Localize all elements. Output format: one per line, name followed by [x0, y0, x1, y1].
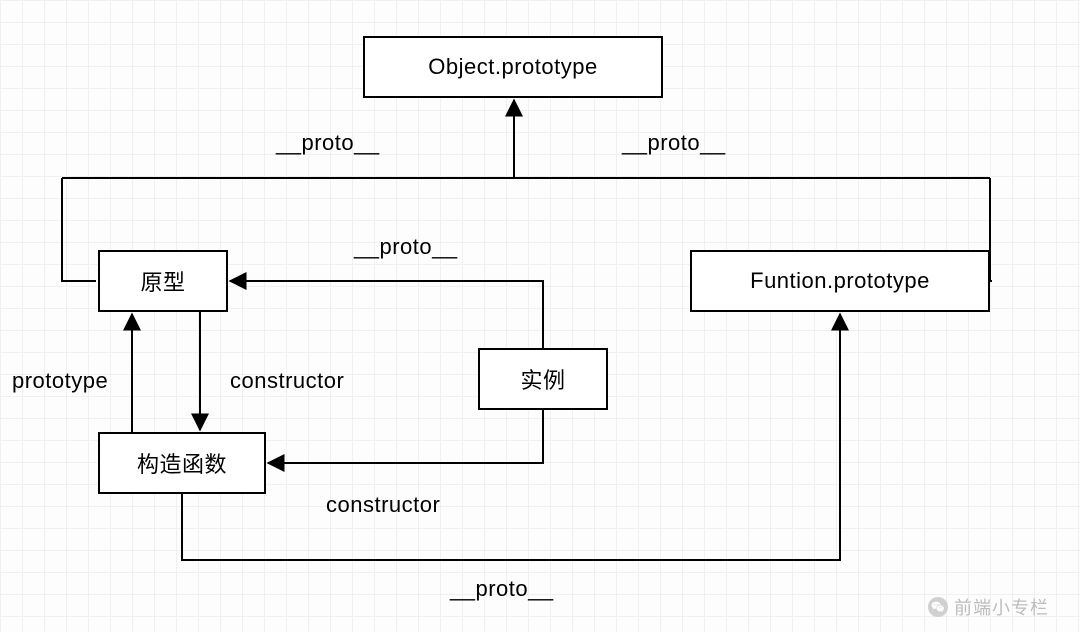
edge-label-proto-mid: __proto__ — [354, 234, 458, 260]
node-label: Funtion.prototype — [750, 268, 930, 294]
edge-instance-to-prototype — [230, 281, 543, 348]
edge-instance-to-constructor — [268, 410, 543, 463]
node-constructor-fn: 构造函数 — [98, 432, 266, 494]
edge-label-proto-right: __proto__ — [622, 130, 726, 156]
node-instance: 实例 — [478, 348, 608, 410]
node-object-prototype: Object.prototype — [363, 36, 663, 98]
edge-prototype-to-bus — [62, 178, 96, 281]
node-label: 构造函数 — [137, 447, 227, 479]
edge-label-constructor-2: constructor — [326, 492, 440, 518]
edge-label-proto-bottom: __proto__ — [450, 576, 554, 602]
watermark-text: 前端小专栏 — [954, 594, 1049, 620]
edge-label-proto-left: __proto__ — [276, 130, 380, 156]
watermark: 前端小专栏 — [928, 594, 1049, 620]
node-prototype: 原型 — [98, 250, 228, 312]
edge-label-prototype: prototype — [12, 368, 108, 394]
edge-function-prototype-to-bus — [990, 178, 992, 281]
edge-label-constructor-1: constructor — [230, 368, 344, 394]
node-label: 实例 — [520, 363, 565, 395]
node-label: Object.prototype — [428, 54, 597, 80]
node-function-prototype: Funtion.prototype — [690, 250, 990, 312]
wechat-icon — [928, 597, 948, 617]
node-label: 原型 — [140, 265, 185, 297]
